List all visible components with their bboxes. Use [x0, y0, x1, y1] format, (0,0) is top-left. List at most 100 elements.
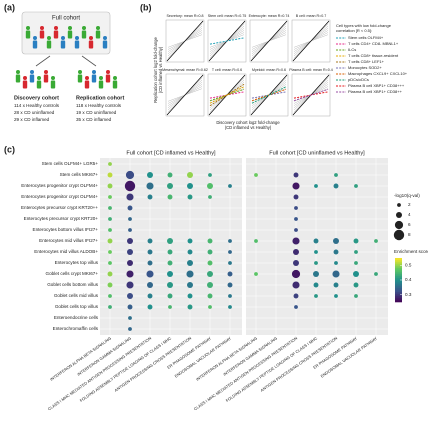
dot — [187, 194, 193, 200]
colorbar-tick-label: 0.5 — [405, 263, 412, 268]
row-label: Goblet cells top villus — [55, 304, 99, 309]
person-body — [77, 74, 83, 83]
person-body — [25, 30, 31, 39]
dot — [207, 271, 213, 277]
dot — [207, 293, 213, 299]
dot — [353, 282, 359, 288]
row-label: Stem cells MKI67+ — [60, 172, 99, 177]
row-label: Goblet cells mid villus — [54, 293, 99, 298]
dot — [313, 282, 319, 288]
dot — [108, 206, 112, 210]
dot — [314, 294, 318, 298]
dot — [228, 261, 232, 265]
cohort-group: 118 x Healthy controls — [76, 103, 122, 108]
dot — [126, 281, 134, 289]
legend-title: correlation [R < 0.5]: — [336, 28, 372, 33]
dot — [294, 217, 298, 221]
diagonal — [250, 20, 288, 62]
dot — [293, 260, 299, 266]
colorbar-step — [395, 266, 402, 269]
row-label: Goblet cells bottom villus — [47, 282, 99, 287]
colorbar-step — [395, 296, 402, 299]
colorbar-step — [395, 286, 402, 289]
dot — [354, 261, 358, 265]
dot — [168, 305, 172, 309]
dot — [228, 294, 232, 298]
column-label: FOLDING ASSEMBLY PEPTIDE LOADING OF CLAS… — [225, 336, 319, 404]
panel-label: (c) — [4, 144, 15, 154]
dot — [354, 294, 358, 298]
person-body — [60, 40, 66, 49]
colorbar-step — [395, 298, 402, 301]
x-axis-label: Discovery cohort log2 fold-change — [216, 120, 280, 125]
dot — [254, 173, 258, 177]
dot — [228, 184, 232, 188]
facet-title: Full cohort [CD uninflamed vs Healthy] — [269, 150, 365, 156]
facet-title: Full cohort [CD inflamed vs Healthy] — [126, 150, 216, 156]
dot — [167, 249, 173, 255]
person-body — [43, 74, 49, 83]
dot — [208, 305, 212, 309]
colorbar-step — [395, 294, 402, 297]
dot — [187, 260, 193, 266]
dot — [107, 282, 113, 288]
person-body — [81, 30, 87, 39]
dot — [314, 250, 318, 254]
person-body — [53, 30, 59, 39]
dot — [293, 194, 299, 200]
person-head — [113, 76, 117, 80]
dot — [228, 305, 232, 309]
person-body — [67, 30, 73, 39]
person-head — [68, 26, 72, 30]
dot — [187, 238, 193, 244]
subplot-title: B cell: mean R=0.7 — [296, 14, 326, 18]
colorbar-step — [395, 270, 402, 273]
dot — [107, 238, 113, 244]
colorbar-step — [395, 272, 402, 275]
legend-label: T cells CD8+ LEF1+ — [348, 59, 385, 64]
dot — [167, 238, 173, 244]
person-head — [75, 36, 79, 40]
colorbar-step — [395, 292, 402, 295]
dot — [228, 250, 232, 254]
legend-title: Enrichment score — [394, 249, 428, 254]
colorbar-step — [395, 280, 402, 283]
dot — [292, 182, 300, 190]
dot — [127, 304, 133, 310]
dot — [187, 249, 193, 255]
dot — [333, 282, 339, 288]
person-head — [82, 26, 86, 30]
size-key-label: 8 — [408, 232, 411, 237]
person-head — [106, 70, 110, 74]
person-body — [98, 80, 104, 89]
dot — [127, 205, 133, 211]
person-body — [95, 30, 101, 39]
dot — [207, 282, 213, 288]
legend-label: T cells CD8+ tissue-resident — [348, 53, 399, 58]
person-body — [88, 40, 94, 49]
dot — [294, 228, 298, 232]
colorbar-step — [395, 290, 402, 293]
dot — [167, 271, 173, 277]
colorbar-step — [395, 264, 402, 267]
legend-label: T cells CD4+ CD8- MBNL1+ — [348, 41, 399, 46]
row-label: Enterocytes precursor crypt KRT20+ — [24, 216, 99, 221]
dot — [126, 193, 134, 201]
dot — [293, 293, 299, 299]
dot — [228, 239, 232, 243]
dot — [294, 305, 298, 309]
dot — [186, 270, 194, 278]
dot — [187, 183, 193, 189]
colorbar-step — [395, 300, 402, 303]
colorbar-tick-label: 0.4 — [405, 277, 412, 282]
colorbar-step — [395, 262, 402, 265]
cohort-group: 35 x CD inflamed — [76, 117, 112, 122]
column-label: FOLDING ASSEMBLY PEPTIDE LOADING OF CLAS… — [79, 336, 173, 404]
row-label: Enterochromaffin cells — [53, 326, 99, 331]
person-body — [29, 74, 35, 83]
dot — [127, 238, 133, 244]
person-body — [46, 40, 52, 49]
legend-title: Cell types with low fold-change — [336, 23, 392, 28]
low-corr-line — [293, 88, 329, 102]
